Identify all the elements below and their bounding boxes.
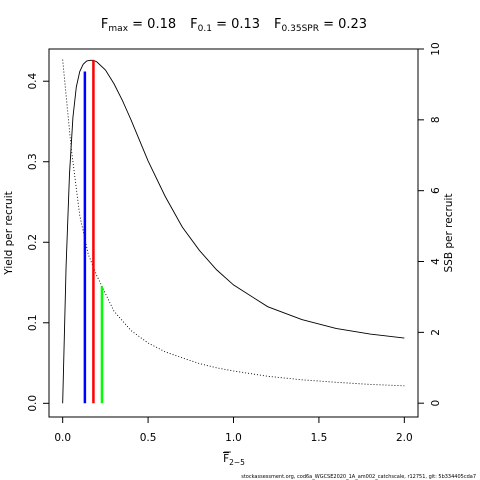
y-left-axis: 0.0 0.1 0.2 0.3 0.4 [27,73,49,412]
y-left-tick-label: 0.1 [27,314,39,331]
y-right-axis-label: SSB per recruit [443,194,455,273]
y-left-tick-label: 0.0 [27,395,39,412]
y-right-tick-label: 8 [430,116,442,123]
chart-title-text: Fmax = 0.18 F0.1 = 0.13 F0.35SPR = 0.23 [101,17,367,34]
y-right-tick-label: 6 [430,187,442,194]
y-right-tick-label: 0 [430,400,442,407]
plot-frame [48,48,419,418]
x-axis-label: F2−5 [223,451,245,467]
y-left-axis-label: Yield per recruit [3,191,15,275]
y-left-tick-label: 0.3 [27,153,39,170]
x-tick-label: 1.0 [225,432,242,444]
y-right-axis: 0 2 4 6 8 10 [418,42,442,407]
ssb-per-recruit-line [62,59,405,387]
x-tick-label: 0.0 [54,432,71,444]
x-axis-label-text: F2−5 [223,453,245,467]
y-left-tick-label: 0.4 [27,73,39,90]
y-left-tick-label: 0.2 [27,234,39,251]
y-right-tick-label: 2 [430,329,442,336]
x-tick-label: 0.5 [140,432,157,444]
x-axis: 0.0 0.5 1.0 1.5 2.0 [54,417,413,444]
reference-lines [83,60,104,404]
y-right-tick-label: 4 [430,258,442,265]
chart-title: Fmax = 0.18 F0.1 = 0.13 F0.35SPR = 0.23 [101,17,367,34]
y-right-tick-label: 10 [430,42,442,55]
footer-text: stockassessment.org, cod6a_WGCSE2020_1A_… [241,474,476,480]
x-tick-label: 1.5 [311,432,328,444]
yield-per-recruit-line [62,59,405,404]
series-layer [62,59,405,404]
x-tick-label: 2.0 [396,432,413,444]
